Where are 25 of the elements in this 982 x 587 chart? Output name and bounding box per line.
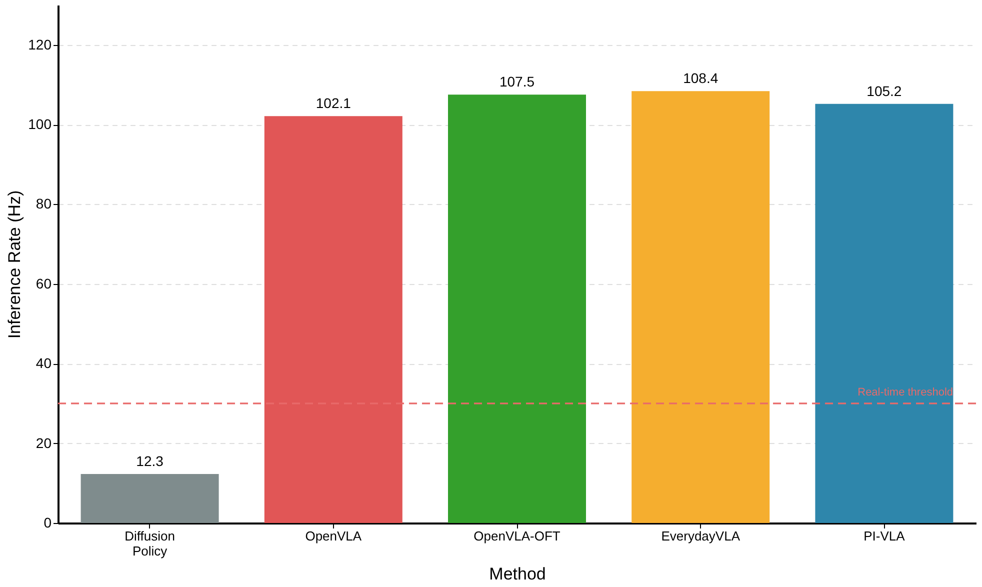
y-tick-label: 60 xyxy=(36,275,52,292)
x-tick-label: OpenVLA xyxy=(305,528,362,544)
bar xyxy=(448,94,586,523)
data-label: 107.5 xyxy=(499,74,535,90)
y-tick-label: 20 xyxy=(36,434,52,451)
x-tick-label: Diffusion Policy xyxy=(124,528,175,558)
bar xyxy=(632,91,770,523)
x-tick-label: EverydayVLA xyxy=(661,528,740,544)
bar xyxy=(80,474,219,523)
y-axis-title: Inference Rate (Hz) xyxy=(5,190,24,339)
y-tick-label: 100 xyxy=(28,116,52,132)
bar xyxy=(815,104,954,523)
x-tick-label: PI-VLA xyxy=(864,528,906,544)
x-tick-label: OpenVLA-OFT xyxy=(474,528,560,544)
data-label: 108.4 xyxy=(683,70,718,86)
y-tick-label: 0 xyxy=(44,514,52,530)
y-tick-label: 80 xyxy=(36,196,52,212)
y-tick-label: 120 xyxy=(28,36,52,52)
data-label: 12.3 xyxy=(136,452,164,469)
y-tick-label: 40 xyxy=(36,355,52,372)
bar xyxy=(264,116,402,523)
x-axis-title: Method xyxy=(489,564,546,584)
data-label: 102.1 xyxy=(316,95,352,112)
ref-line-label: Real-time threshold xyxy=(858,386,953,398)
data-label: 105.2 xyxy=(866,82,902,99)
